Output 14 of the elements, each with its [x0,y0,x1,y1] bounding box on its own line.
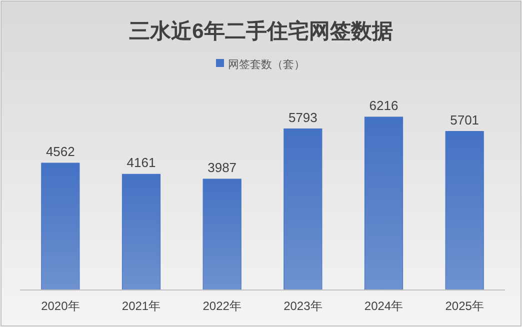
x-tick-label: 2025年 [445,299,484,313]
data-label: 6216 [369,98,398,113]
data-label: 3987 [208,160,237,176]
data-label: 4562 [46,144,75,160]
x-tick-label: 2020年 [41,299,80,313]
x-tick-label: 2021年 [122,299,161,313]
x-tick-label: 2024年 [364,299,404,313]
data-label: 5793 [288,110,318,125]
chart-title: 三水近6年二手住宅网签数据 [129,19,393,43]
data-label: 5701 [450,112,480,128]
legend: 网签套数（套） [216,59,305,71]
x-tick-label: 2022年 [202,299,242,313]
x-tick-label: 2023年 [284,299,322,313]
data-label: 4161 [126,155,156,170]
